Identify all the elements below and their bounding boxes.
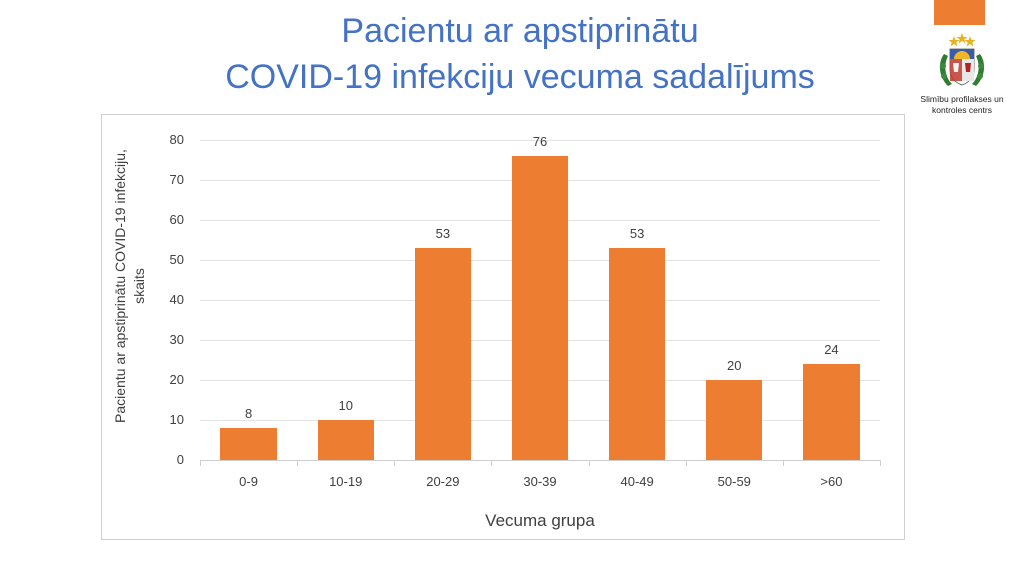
bar-value-label: 53 [435,226,451,241]
x-tick-label: 10-19 [329,474,363,489]
y-tick-label: 10 [169,412,184,427]
x-tick-label: >60 [820,474,843,489]
y-tick-label: 0 [176,452,184,467]
x-axis-title: Vecuma grupa [485,511,595,530]
bar-40-49 [608,248,666,460]
y-tick-label: 80 [169,132,184,147]
x-tick-label: 20-29 [426,474,460,489]
y-axis-title: Pacientu ar apstiprinātu COVID-19 infekc… [112,149,147,423]
y-tick-label: 20 [169,372,184,387]
bar-50-59 [706,380,763,460]
latvia-coat-of-arms-icon [939,33,985,86]
x-tick [200,460,201,466]
bar-value-label: 24 [824,342,839,357]
x-tick [394,460,396,466]
x-tick [685,460,687,466]
x-tick-label: 40-49 [620,474,654,489]
x-tick-label: 50-59 [717,474,751,489]
x-tick [297,460,299,466]
x-tick [491,460,493,466]
spkc-logo: Slimību profilakses un kontroles centrs [906,32,1018,116]
logo-text-line2: kontroles centrs [932,105,992,115]
bar-value-label: 20 [727,358,742,373]
x-tick [880,460,881,466]
bar-value-label: 8 [244,406,253,421]
y-tick-label: 50 [169,252,184,267]
bar-10-19 [317,420,374,460]
y-tick-label: 40 [169,292,184,307]
y-tick-label: 70 [169,172,184,187]
bar-value-label: 76 [532,134,548,149]
bar->60 [803,364,860,460]
chart-container [101,114,905,540]
gridline [200,140,880,141]
slide-title-line2: COVID-19 infekciju vecuma sadalījums [225,58,815,96]
bar-0-9 [220,428,277,460]
slide-title-line1: Pacientu ar apstiprinātu [341,12,699,50]
y-tick-label: 30 [169,332,184,347]
x-tick-label: 30-39 [523,474,557,489]
logo-text-line1: Slimību profilakses un [920,94,1004,104]
bar-20-29 [414,248,471,460]
x-tick [782,460,784,466]
bar-30-39 [511,156,569,460]
bar-value-label: 10 [338,398,353,413]
x-tick [588,460,590,466]
x-tick-label: 0-9 [239,474,258,489]
x-axis-line [200,460,880,461]
slide-title: Pacientu ar apstiprinātu COVID-19 infekc… [110,8,930,100]
y-tick-label: 60 [169,212,184,227]
logo-text: Slimību profilakses un kontroles centrs [906,94,1018,116]
plot-area: 8 10 53 76 53 20 24 [200,134,881,466]
accent-block [934,0,985,25]
bar-value-label: 53 [629,226,645,241]
